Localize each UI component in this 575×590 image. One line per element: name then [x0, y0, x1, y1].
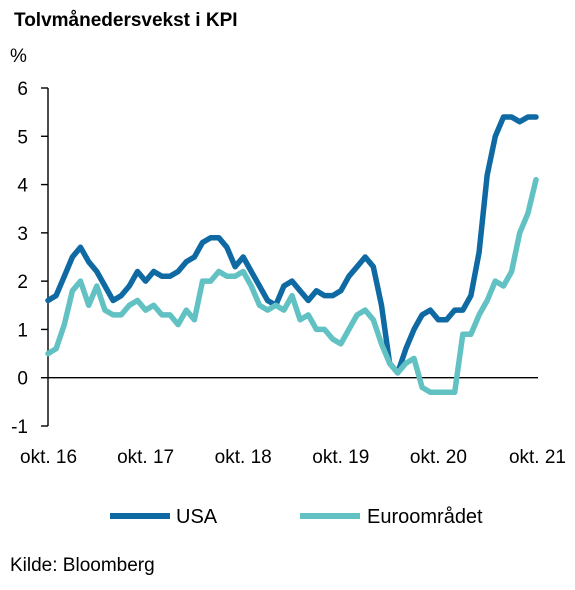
x-axis-tick-labels: okt. 16 okt. 17 okt. 18 okt. 19 okt. 20 okt. … — [20, 447, 566, 468]
y-axis-unit-label: % — [10, 46, 27, 67]
chart-title: Tolvmånedersvekst i KPI — [14, 10, 238, 31]
x-tick-label: okt. 20 — [410, 447, 467, 468]
legend: USA Euroområdet — [110, 506, 483, 528]
y-axis-tick-labels: -1 0 1 2 3 4 5 6 — [11, 79, 48, 438]
x-tick-label: okt. 19 — [312, 447, 369, 468]
x-tick-label: okt. 16 — [20, 447, 77, 468]
series-lines — [45, 114, 539, 395]
y-tick-label: 6 — [17, 79, 28, 100]
y-tick-label: 2 — [17, 272, 28, 293]
y-tick-label: 4 — [17, 176, 28, 197]
source-note: Kilde: Bloomberg — [10, 555, 155, 576]
x-tick-label: okt. 17 — [117, 447, 174, 468]
y-tick-label: -1 — [11, 417, 28, 438]
legend-label-usa: USA — [176, 506, 218, 528]
legend-label-euroomradet: Euroområdet — [367, 506, 483, 528]
y-tick-label: 1 — [17, 320, 28, 341]
series-line-usa — [45, 114, 539, 376]
y-tick-label: 0 — [17, 369, 28, 390]
x-tick-label: okt. 18 — [215, 447, 272, 468]
y-tick-label: 3 — [17, 224, 28, 245]
y-tick-label: 5 — [17, 127, 28, 148]
series-line-euroomradet — [45, 176, 539, 395]
x-tick-label: okt. 21 — [509, 447, 566, 468]
